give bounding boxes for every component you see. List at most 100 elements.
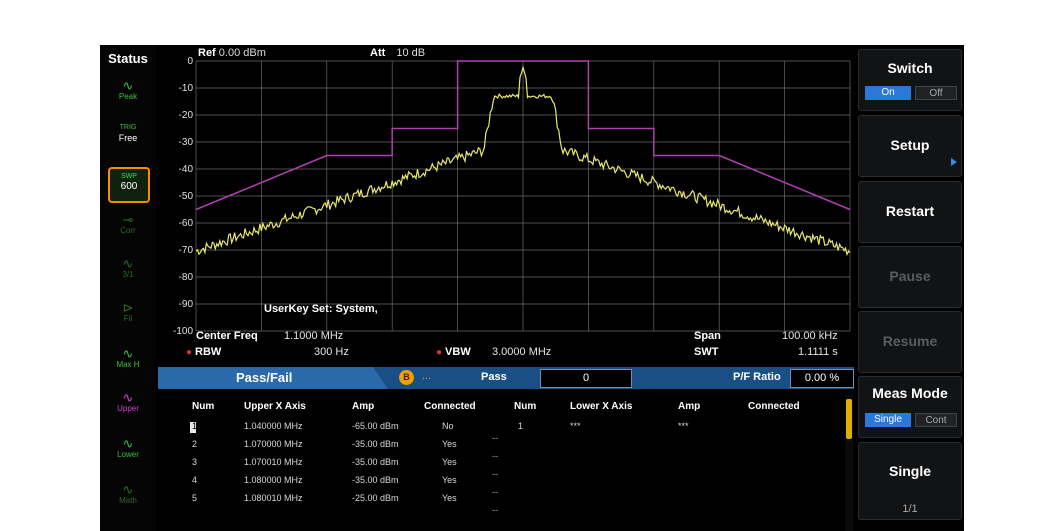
- pass-fail-tab: [158, 367, 388, 389]
- switch-softkey[interactable]: Switch On Off: [858, 49, 962, 111]
- lower-x-header: Lower X Axis: [570, 401, 633, 412]
- lower-limit-wave-icon: ∿: [122, 436, 134, 451]
- limit-table: Num Upper X Axis Amp Connected Num Lower…: [158, 395, 844, 531]
- upper-row-4-num[interactable]: 4: [192, 475, 198, 485]
- upper-row-5-amp[interactable]: -25.00 dBm: [352, 493, 399, 503]
- scrollbar-thumb[interactable]: [846, 399, 852, 439]
- upper-row-4-x[interactable]: 1.080000 MHz: [244, 475, 303, 485]
- upper-row-3-conn[interactable]: Yes: [442, 457, 457, 467]
- spectrum-plot[interactable]: 0 -10 -20 -30 -40 -50 -60 -70 -80 -90 -100 Ref 0.0…: [158, 45, 854, 363]
- upper-row-3-num[interactable]: 3: [192, 457, 198, 467]
- reference-level[interactable]: Ref 0.00 dBm: [198, 47, 266, 59]
- upper-row-1-num[interactable]: 1: [192, 421, 198, 431]
- y-tick-label: 0: [187, 56, 193, 67]
- rbw-indicator-dot: ●: [186, 347, 193, 358]
- y-tick-label: -80: [179, 272, 194, 283]
- pass-fail-bar: Pass/Fail B ... Pass 0 P/F Ratio 0.00 %: [158, 367, 854, 389]
- pf-ratio-label: P/F Ratio: [733, 371, 781, 383]
- row-separator-dash: --: [492, 469, 498, 479]
- status-lower-limit[interactable]: ∿ Lower: [108, 437, 148, 471]
- y-tick-label: -50: [179, 191, 194, 202]
- pf-ratio-value: 0.00 %: [790, 369, 854, 388]
- pause-softkey[interactable]: Pause: [858, 246, 962, 308]
- restart-label: Restart: [885, 203, 935, 219]
- upper-x-header: Upper X Axis: [244, 401, 306, 412]
- y-tick-label: -10: [179, 83, 194, 94]
- attenuation[interactable]: Att 10 dB: [370, 47, 426, 59]
- switch-on-toggle[interactable]: On: [865, 86, 911, 100]
- swt-value[interactable]: 1.1111 s: [798, 346, 838, 358]
- single-label: Single: [888, 463, 931, 479]
- upper-row-2-num[interactable]: 2: [192, 439, 198, 449]
- center-freq-label: Center Freq: [196, 330, 258, 342]
- row-cursor: [190, 422, 196, 433]
- lower-amp-header: Amp: [678, 401, 701, 412]
- upper-row-5-num[interactable]: 5: [192, 493, 198, 503]
- resume-softkey[interactable]: Resume: [858, 311, 962, 373]
- pass-count-value: 0: [540, 369, 632, 388]
- restart-softkey[interactable]: Restart: [858, 181, 962, 243]
- meas-mode-single-toggle[interactable]: Single: [865, 413, 911, 427]
- setup-label: Setup: [890, 137, 930, 153]
- upper-row-2-x[interactable]: 1.070000 MHz: [244, 439, 303, 449]
- upper-row-2-conn[interactable]: Yes: [442, 439, 457, 449]
- table-scrollbar[interactable]: [845, 395, 853, 531]
- vbw-value[interactable]: 3.0000 MHz: [492, 346, 552, 358]
- y-tick-label: -70: [179, 245, 194, 256]
- upper-num-header: Num: [192, 401, 215, 412]
- userkey-overlay: UserKey Set: System,: [264, 303, 378, 315]
- center-freq-value[interactable]: 1.1000 MHz: [284, 330, 344, 342]
- rbw-value[interactable]: 300 Hz: [314, 346, 349, 358]
- status-filter[interactable]: ⊳ Fil: [108, 301, 148, 335]
- meas-mode-softkey[interactable]: Meas Mode Single Cont: [858, 376, 962, 438]
- lower-num-header: Num: [514, 401, 537, 412]
- status-trigger[interactable]: TRIG Free: [118, 124, 138, 143]
- upper-row-4-amp[interactable]: -35.00 dBm: [352, 475, 399, 485]
- softkey-menu: Switch On Off Setup Restart Pause Resume…: [856, 45, 964, 531]
- status-math[interactable]: ∿ Math: [108, 483, 148, 517]
- y-tick-label: -90: [179, 299, 194, 310]
- upper-row-5-conn[interactable]: Yes: [442, 493, 457, 503]
- upper-row-4-conn[interactable]: Yes: [442, 475, 457, 485]
- pass-fail-badge: B: [399, 370, 414, 385]
- vbw-label: ● VBW: [436, 346, 471, 358]
- meas-mode-label: Meas Mode: [872, 385, 948, 401]
- lower-row-1-num[interactable]: 1: [518, 421, 524, 431]
- pass-count-label: Pass: [481, 371, 507, 383]
- span-value[interactable]: 100.00 kHz: [782, 330, 838, 342]
- submenu-arrow-icon: [951, 158, 957, 166]
- upper-row-1-conn[interactable]: No: [442, 421, 454, 431]
- status-upper-limit[interactable]: ∿ Upper: [108, 391, 148, 425]
- upper-row-1-amp[interactable]: -65.00 dBm: [352, 421, 399, 431]
- status-max-hold[interactable]: ∿ Max H: [108, 347, 148, 381]
- upper-row-2-amp[interactable]: -35.00 dBm: [352, 439, 399, 449]
- y-tick-label: -20: [179, 110, 194, 121]
- lower-row-1-x[interactable]: ***: [570, 421, 581, 431]
- meas-mode-cont-toggle[interactable]: Cont: [915, 413, 957, 427]
- filter-icon: ⊳: [122, 300, 134, 315]
- lower-row-1-amp[interactable]: ***: [678, 421, 689, 431]
- spectrum-graph[interactable]: 0 -10 -20 -30 -40 -50 -60 -70 -80 -90 -100: [158, 45, 854, 363]
- pass-fail-dash: ...: [422, 370, 432, 382]
- status-sweep[interactable]: SWP 600: [108, 167, 150, 203]
- upper-row-5-x[interactable]: 1.080010 MHz: [244, 493, 303, 503]
- upper-limit-line: [195, 60, 851, 211]
- upper-row-3-x[interactable]: 1.070010 MHz: [244, 457, 303, 467]
- row-separator-dash: --: [492, 487, 498, 497]
- status-correction[interactable]: ⊸ Corr: [108, 213, 148, 247]
- upper-limit-wave-icon: ∿: [122, 390, 134, 405]
- status-peak[interactable]: ∿ Peak: [108, 79, 148, 113]
- upper-row-3-amp[interactable]: -35.00 dBm: [352, 457, 399, 467]
- y-tick-label: -40: [179, 164, 194, 175]
- switch-off-toggle[interactable]: Off: [915, 86, 957, 100]
- vbw-indicator-dot: ●: [436, 347, 443, 358]
- status-trace[interactable]: ∿ 3/1: [108, 257, 148, 291]
- single-softkey[interactable]: Single 1/1: [858, 442, 962, 520]
- correction-icon: ⊸: [122, 212, 134, 227]
- rbw-label: ● RBW: [186, 346, 222, 358]
- setup-softkey[interactable]: Setup: [858, 115, 962, 177]
- upper-row-1-x[interactable]: 1.040000 MHz: [244, 421, 303, 431]
- math-wave-icon: ∿: [122, 482, 134, 497]
- y-tick-label: -30: [179, 137, 194, 148]
- y-tick-label: -60: [179, 218, 194, 229]
